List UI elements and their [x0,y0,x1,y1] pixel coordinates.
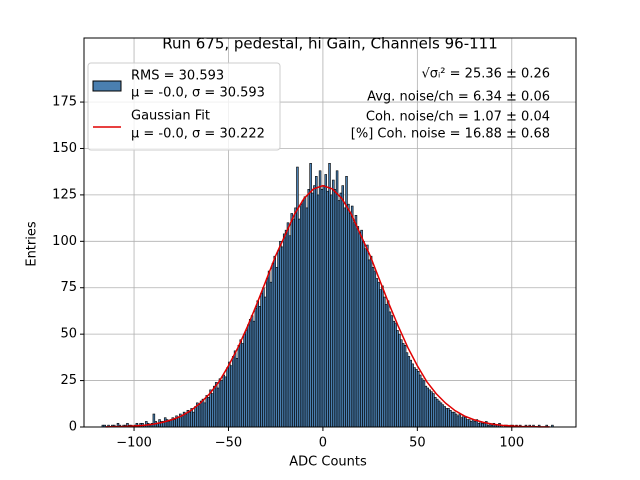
y-tick-label: 175 [52,95,77,110]
legend-patch [92,80,122,92]
y-tick-label: 50 [60,327,77,342]
y-tick-label: 125 [52,187,77,202]
chart-title: Run 675, pedestal, hi Gain, Channels 96-… [162,35,498,53]
legend-label: Gaussian Fit [131,109,210,124]
y-tick-label: 75 [60,280,77,295]
x-axis-label: ADC Counts [289,455,367,470]
y-axis-label: Entries [25,221,40,267]
legend-label: μ = -0.0, σ = 30.593 [131,86,265,101]
x-tick-label: −100 [116,436,152,451]
y-tick-label: 100 [52,234,77,249]
x-tick-label: −50 [215,436,242,451]
y-tick-label: 0 [69,420,77,435]
annotation: Avg. noise/ch = 6.34 ± 0.06 [367,90,550,105]
annotation: Coh. noise/ch = 1.07 ± 0.04 [366,110,550,125]
legend-label: RMS = 30.593 [131,69,224,84]
legend-box [87,62,281,151]
legend-label: μ = -0.0, σ = 30.222 [131,127,265,142]
x-tick-label: 100 [499,436,524,451]
annotation: [%] Coh. noise = 16.88 ± 0.68 [351,127,550,142]
fit-curve [105,184,550,428]
annotation: √σᵢ² = 25.36 ± 0.26 [421,67,550,82]
y-tick-label: 150 [52,141,77,156]
x-tick-label: 50 [409,436,426,451]
x-tick-label: 0 [319,436,327,451]
y-tick-label: 25 [60,373,77,388]
plot-frame [83,37,577,428]
